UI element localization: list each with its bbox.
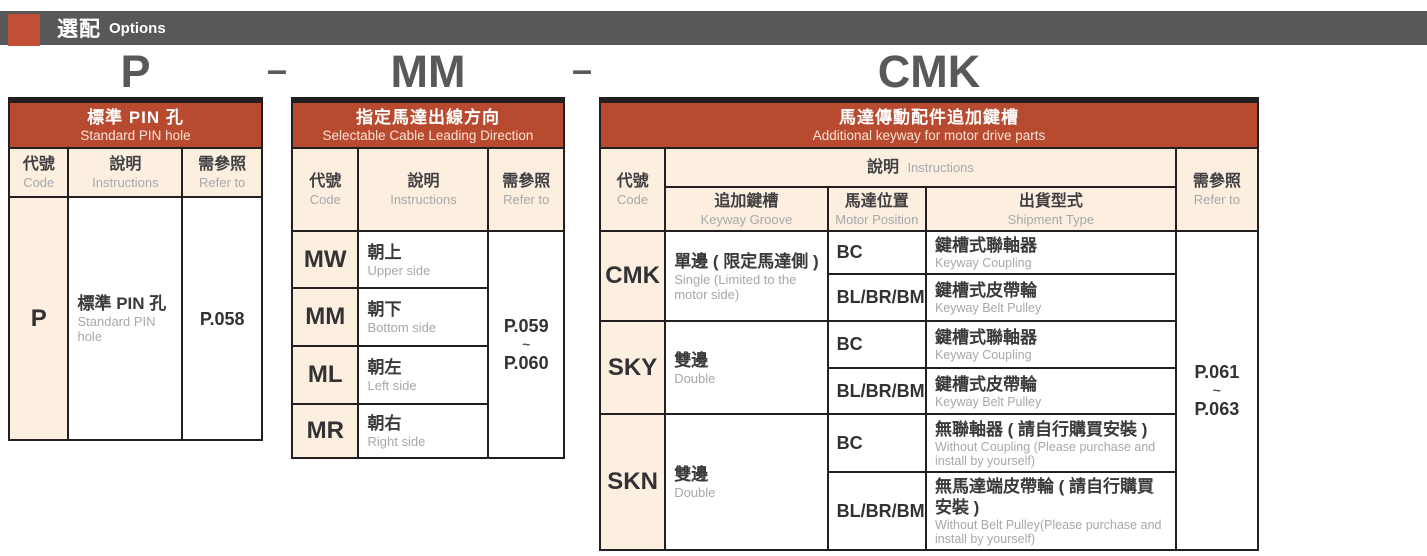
- code-separator: –: [266, 49, 288, 90]
- table-row: BL/BR/BM 鍵槽式皮帶輪 Keyway Belt Pulley: [600, 367, 1258, 415]
- pin-table-grid: 代號 Code 說明 Instructions 需參照 Refer to P 標…: [7, 147, 263, 441]
- table-header-row: 代號 Code 說明 Instructions 需參照 Refer to: [7, 147, 263, 198]
- table-row: SKY 雙邊 Double BC 鍵槽式聯軸器 Keyway Coupling: [598, 320, 1258, 415]
- motor-position-cell: BL/BR/BM: [826, 367, 927, 415]
- column-header-code: 代號 Code: [7, 147, 70, 198]
- column-header-keyway-groove: 追加鍵槽 Keyway Groove: [664, 186, 829, 232]
- shipment-type-cell: 鍵槽式皮帶輪 Keyway Belt Pulley: [924, 273, 1177, 322]
- motor-position-cell: BL/BR/BM: [826, 471, 927, 551]
- keyway-groove-cell: 雙邊 Double: [664, 320, 829, 415]
- section-header-bar: 選配 Options: [0, 11, 1427, 46]
- table-row: MR 朝右 Right side: [290, 403, 564, 459]
- table-title-zh: 指定馬達出線方向: [356, 108, 500, 127]
- shipment-type-cell: 鍵槽式聯軸器 Keyway Coupling: [924, 230, 1177, 275]
- shipment-type-cell: 鍵槽式皮帶輪 Keyway Belt Pulley: [924, 367, 1177, 415]
- motor-keyway-table: 馬達傳動配件追加鍵槽 Additional keyway for motor d…: [598, 97, 1260, 551]
- refer-cell: P.058: [181, 196, 263, 441]
- accent-square: [8, 14, 40, 46]
- instruction-cell: 朝左 Left side: [357, 345, 490, 405]
- column-header-shipment-type: 出貨型式 Shipment Type: [924, 186, 1177, 232]
- section-title: 選配 Options: [57, 11, 166, 45]
- refer-cell: P.061 ~ P.063: [1174, 230, 1260, 551]
- instruction-cell: 標準 PIN 孔 Standard PIN hole: [67, 196, 184, 441]
- table-row: SKN 雙邊 Double BC 無聯軸器 ( 請自行購買安裝 ) Withou…: [598, 413, 1258, 551]
- motor-position-cell: BL/BR/BM: [826, 273, 927, 322]
- instruction-cell: 朝上 Upper side: [357, 230, 490, 289]
- cable-direction-table: 指定馬達出線方向 Selectable Cable Leading Direct…: [290, 97, 565, 459]
- shipment-type-cell: 無馬達端皮帶輪 ( 請自行購買安裝 ) Without Belt Pulley(…: [924, 471, 1177, 551]
- section-title-en: Options: [109, 19, 166, 37]
- motor-position-cell: BC: [826, 230, 927, 275]
- column-header-instructions: 說明 Instructions: [67, 147, 184, 198]
- table-row: ML 朝左 Left side: [290, 345, 564, 405]
- code-cell: P: [7, 196, 70, 441]
- table-title-en: Selectable Cable Leading Direction: [322, 128, 534, 143]
- table-row: CMK 單邊 ( 限定馬達側 ) Single (Limited to the …: [598, 230, 1260, 551]
- column-header-refer-to: 需參照 Refer to: [181, 147, 263, 198]
- table-row: MM 朝下 Bottom side: [290, 287, 564, 347]
- keyway-groove-cell: 雙邊 Double: [664, 413, 829, 551]
- shipment-type-cell: 鍵槽式聯軸器 Keyway Coupling: [924, 320, 1177, 369]
- table-row: BL/BR/BM 無馬達端皮帶輪 ( 請自行購買安裝 ) Without Bel…: [600, 471, 1258, 551]
- code-cell: MM: [290, 287, 360, 347]
- column-header-motor-position: 馬達位置 Motor Position: [826, 186, 927, 232]
- column-header-code: 代號 Code: [290, 147, 360, 232]
- table-title-zh: 標準 PIN 孔: [87, 108, 184, 127]
- keyway-groove-cell: 單邊 ( 限定馬達側 ) Single (Limited to the moto…: [664, 230, 829, 322]
- code-label-cmk: CMK: [877, 46, 981, 97]
- cable-table-grid: 代號 Code 說明 Instructions 需參照 Refer to MW …: [290, 147, 565, 459]
- instruction-cell: 朝下 Bottom side: [357, 287, 490, 347]
- code-cell: SKN: [598, 413, 667, 551]
- code-label-mm: MM: [390, 46, 466, 97]
- code-cell: MR: [290, 403, 360, 459]
- code-label-p: P: [120, 46, 151, 97]
- table-row: MW 朝上 Upper side P.059 ~ P.060: [290, 230, 565, 459]
- instruction-cell: 朝右 Right side: [357, 403, 490, 459]
- table-row: P 標準 PIN 孔 Standard PIN hole P.058: [7, 196, 263, 441]
- column-header-refer-to: 需參照 Refer to: [487, 147, 565, 232]
- table-title-en: Additional keyway for motor drive parts: [812, 128, 1046, 143]
- column-header-instructions: 說明 Instructions: [357, 147, 490, 232]
- motor-position-cell: BC: [826, 320, 927, 369]
- table-title: 指定馬達出線方向 Selectable Cable Leading Direct…: [291, 101, 565, 147]
- column-header-code: 代號 Code: [598, 147, 667, 232]
- column-header-refer-to: 需參照 Refer to: [1174, 147, 1260, 232]
- code-separator: –: [571, 49, 593, 90]
- column-header-instructions: 說明 Instructions: [664, 147, 1177, 188]
- standard-pin-hole-table: 標準 PIN 孔 Standard PIN hole 代號 Code 說明 In…: [7, 97, 263, 441]
- table-title-zh: 馬達傳動配件追加鍵槽: [839, 108, 1019, 127]
- keyway-table-grid: 代號 Code 說明 Instructions 需參照 Refer to 追加鍵…: [598, 147, 1260, 551]
- refer-cell: P.059 ~ P.060: [487, 230, 565, 459]
- table-header-row: 代號 Code 說明 Instructions 需參照 Refer to: [290, 147, 565, 232]
- section-title-zh: 選配: [57, 18, 101, 41]
- table-header-row: 代號 Code 說明 Instructions 需參照 Refer to: [598, 147, 1260, 232]
- code-cell: CMK: [598, 230, 667, 322]
- table-subheader-row: 追加鍵槽 Keyway Groove 馬達位置 Motor Position 出…: [600, 186, 1258, 232]
- table-title: 馬達傳動配件追加鍵槽 Additional keyway for motor d…: [599, 101, 1259, 147]
- table-title: 標準 PIN 孔 Standard PIN hole: [8, 101, 263, 147]
- code-cell: ML: [290, 345, 360, 405]
- shipment-type-cell: 無聯軸器 ( 請自行購買安裝 ) Without Coupling (Pleas…: [924, 413, 1177, 473]
- code-cell: MW: [290, 230, 360, 289]
- table-title-en: Standard PIN hole: [80, 128, 191, 143]
- code-cell: SKY: [598, 320, 667, 415]
- table-row: BL/BR/BM 鍵槽式皮帶輪 Keyway Belt Pulley: [600, 273, 1258, 322]
- motor-position-cell: BC: [826, 413, 927, 473]
